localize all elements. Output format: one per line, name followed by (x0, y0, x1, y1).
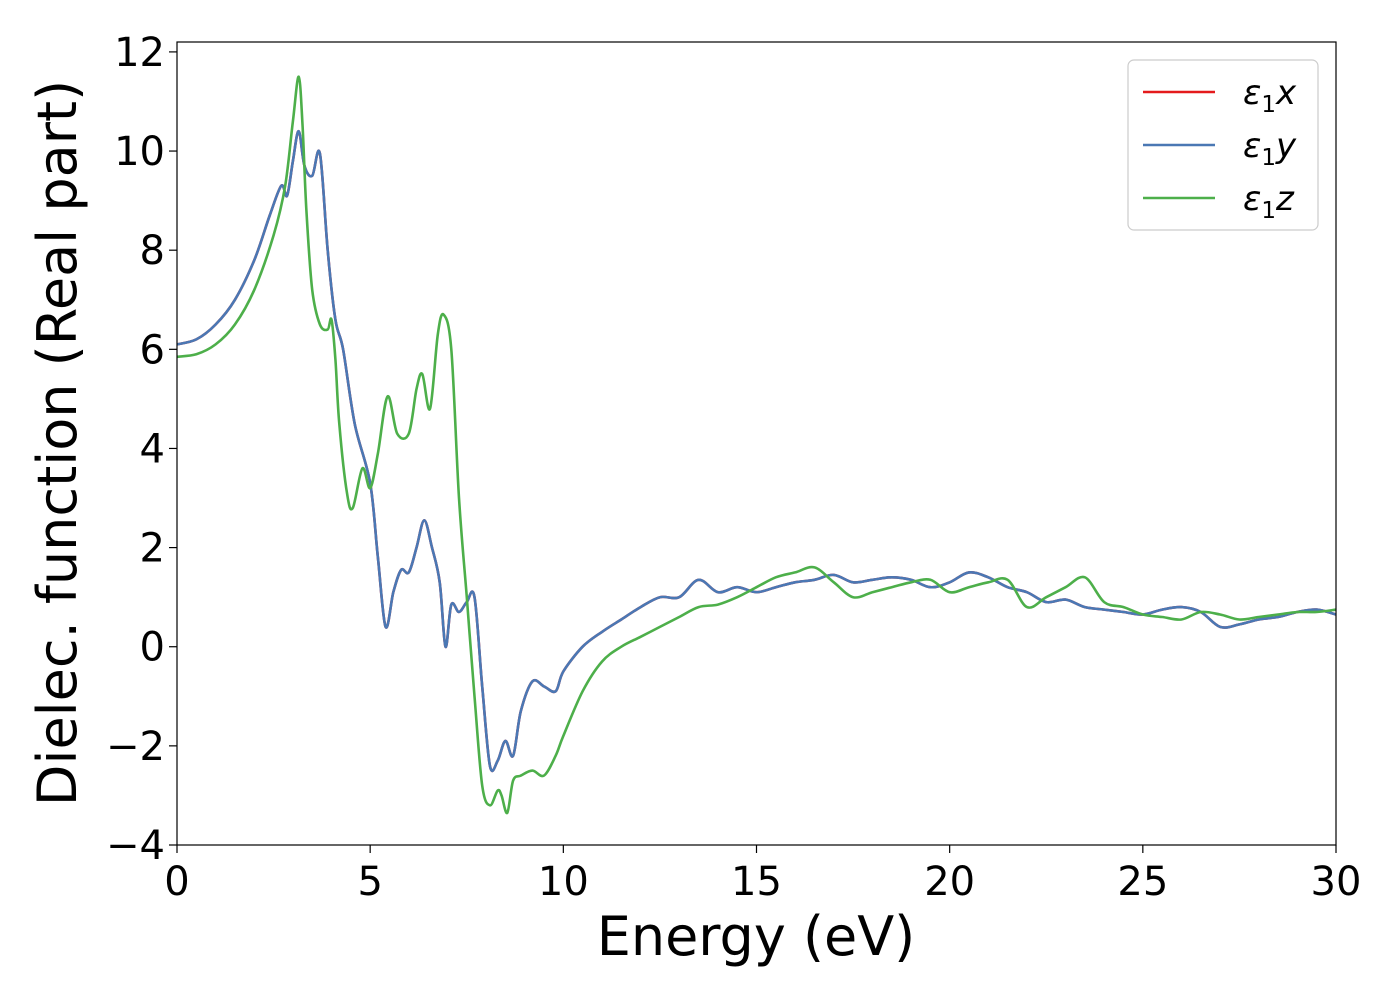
x-tick-label: 10 (538, 859, 589, 905)
y-tick-label: 10 (114, 129, 165, 175)
y-tick-label: 0 (140, 625, 165, 671)
y-tick-label: 4 (140, 426, 165, 472)
x-tick-label: 25 (1117, 859, 1168, 905)
y-tick-label: 6 (140, 327, 165, 373)
y-axis: −4 −2 0 2 4 6 8 10 12 (106, 30, 177, 869)
y-tick-label: −4 (106, 823, 165, 869)
x-axis: 0 5 10 15 20 25 30 (164, 845, 1361, 905)
y-tick-label: 12 (114, 30, 165, 76)
x-tick-label: 20 (924, 859, 975, 905)
y-tick-label: 2 (140, 526, 165, 572)
y-tick-label: −2 (106, 724, 165, 770)
x-tick-label: 5 (357, 859, 382, 905)
series-line-y (176, 129, 1337, 773)
x-tick-label: 15 (731, 859, 782, 905)
legend-box (1127, 59, 1319, 231)
legend: ε1x ε1y ε1z (1127, 59, 1319, 231)
x-axis-label: Energy (eV) (597, 905, 916, 968)
series-line-z (176, 75, 1337, 815)
legend-label-z: ε1z (1243, 179, 1295, 224)
legend-label-y: ε1y (1243, 126, 1297, 171)
y-axis-label: Dielec. function (Real part) (26, 80, 89, 806)
x-tick-label: 30 (1311, 859, 1362, 905)
series-layer (176, 75, 1337, 815)
x-tick-label: 0 (164, 859, 189, 905)
y-tick-label: 8 (140, 228, 165, 274)
legend-label-x: ε1x (1243, 73, 1297, 118)
